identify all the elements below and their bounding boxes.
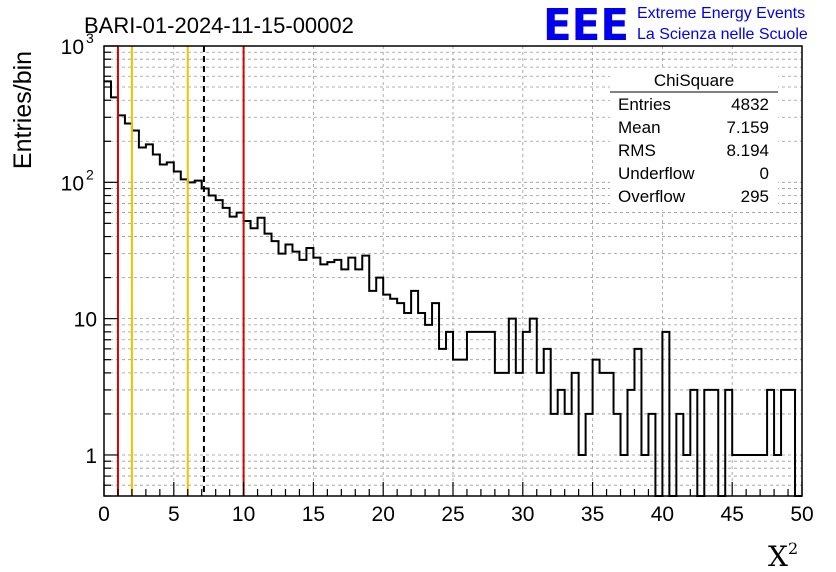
y-tick-label: 10	[61, 36, 84, 59]
x-axis-label: X2	[768, 539, 798, 572]
y-axis-label: Entries/bin	[9, 51, 37, 169]
logo-mark: EEE	[543, 0, 629, 51]
stats-rows: Entries 4832 Mean 7.159 RMS 8.194 Underflow 0 Ov…	[618, 95, 769, 206]
x-axis-label-base: X	[768, 540, 788, 572]
x-tick-label: 50	[790, 503, 813, 526]
eee-logo: EEE Extreme Energy Events La Scienza nel…	[543, 0, 808, 51]
chart-title: BARI-01-2024-11-15-00002	[84, 13, 354, 38]
stats-value-mean: 7.159	[726, 118, 769, 137]
logo-line-2: La Scienza nelle Scuole	[637, 26, 808, 43]
stats-label-rms: RMS	[618, 141, 656, 160]
y-tick-label: 10	[74, 309, 97, 332]
x-tick-label: 0	[98, 503, 110, 526]
y-tick-label: 1	[85, 445, 97, 468]
x-tick-label: 35	[581, 503, 604, 526]
stats-label-mean: Mean	[618, 118, 661, 137]
stats-value-rms: 8.194	[726, 141, 769, 160]
x-tick-label: 25	[441, 503, 464, 526]
x-tick-label: 45	[721, 503, 744, 526]
reference-lines	[116, 46, 245, 496]
y-tick-label: 10	[61, 172, 84, 195]
y-tick-label-exponent: 2	[86, 166, 94, 182]
y-tick-label-exponent: 3	[86, 30, 94, 46]
x-tick-label: 20	[372, 503, 395, 526]
stats-title: ChiSquare	[654, 71, 734, 90]
x-tick-label: 10	[232, 503, 255, 526]
stats-value-entries: 4832	[731, 95, 769, 114]
x-tick-label: 15	[302, 503, 325, 526]
histogram-bars	[104, 80, 802, 497]
x-tick-label: 40	[651, 503, 674, 526]
stats-box: ChiSquare Entries 4832 Mean 7.159 RMS 8.194 Un…	[610, 68, 778, 210]
logo-line-1: Extreme Energy Events	[637, 5, 805, 22]
x-tick-label: 5	[168, 503, 180, 526]
stats-label-entries: Entries	[618, 95, 671, 114]
stats-value-overflow: 295	[741, 187, 769, 206]
x-axis-label-superscript: 2	[788, 539, 798, 558]
stats-label-overflow: Overflow	[618, 187, 686, 206]
histogram-outline	[104, 80, 802, 497]
stats-value-underflow: 0	[760, 164, 769, 183]
x-tick-label: 30	[511, 503, 534, 526]
stats-label-underflow: Underflow	[618, 164, 695, 183]
